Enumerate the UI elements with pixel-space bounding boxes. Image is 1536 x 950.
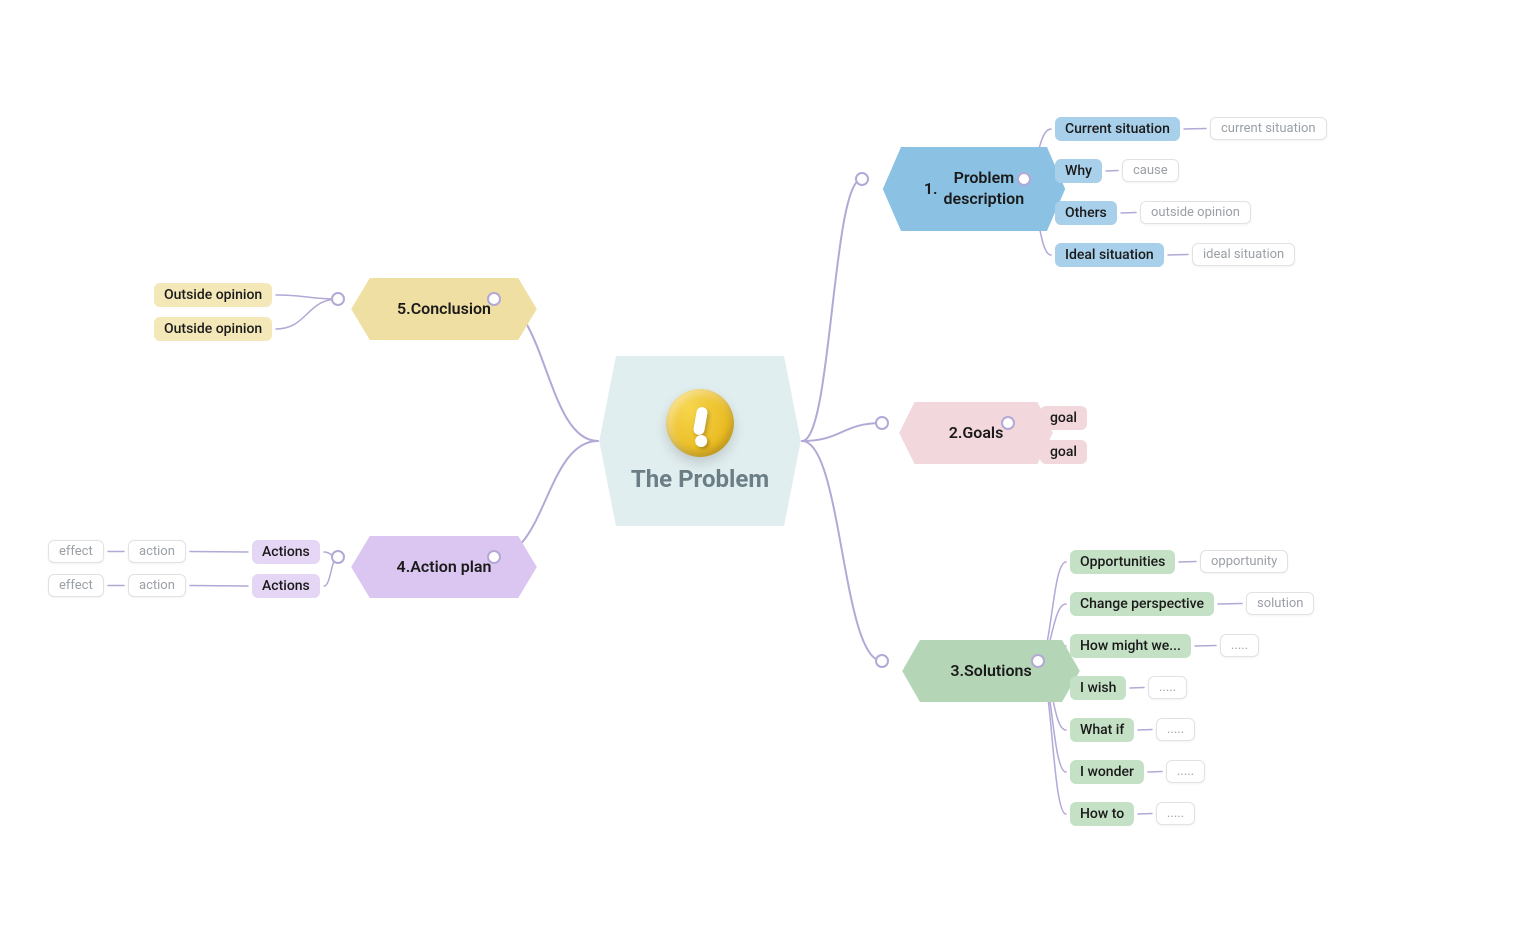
leaf-node[interactable]: cause xyxy=(1122,159,1179,182)
leaf-node[interactable]: action xyxy=(128,574,186,597)
connector-port xyxy=(1017,172,1031,186)
sub-node[interactable]: Change perspective xyxy=(1070,592,1214,616)
central-title: The Problem xyxy=(631,465,769,493)
connector-port xyxy=(487,550,501,564)
branch-number: 4. xyxy=(397,557,411,578)
branch-label: Conclusion xyxy=(411,299,491,320)
connector-port xyxy=(875,416,889,430)
sub-node[interactable]: Current situation xyxy=(1055,117,1180,141)
sub-node[interactable]: Others xyxy=(1055,201,1117,225)
branch-b1[interactable]: 1. Problem description xyxy=(860,147,1088,231)
branch-b4[interactable]: 4.Action plan xyxy=(328,536,560,598)
exclamation-icon xyxy=(666,389,734,457)
sub-node[interactable]: Opportunities xyxy=(1070,550,1175,574)
leaf-node[interactable]: ..... xyxy=(1220,634,1259,657)
sub-node[interactable]: Outside opinion xyxy=(154,283,272,307)
branch-number: 5. xyxy=(397,299,411,320)
branch-hex: 4.Action plan xyxy=(328,536,560,598)
leaf-node[interactable]: effect xyxy=(48,540,104,563)
branch-hex: 3.Solutions xyxy=(880,640,1102,702)
sub-node[interactable]: How to xyxy=(1070,802,1134,826)
leaf-node[interactable]: action xyxy=(128,540,186,563)
sub-node[interactable]: goal xyxy=(1040,406,1087,430)
sub-node[interactable]: I wish xyxy=(1070,676,1126,700)
branch-label: Action plan xyxy=(410,557,491,578)
sub-node[interactable]: I wonder xyxy=(1070,760,1144,784)
branch-hex: 1. Problem description xyxy=(860,147,1088,231)
leaf-node[interactable]: solution xyxy=(1246,592,1314,615)
sub-node[interactable]: What if xyxy=(1070,718,1134,742)
branch-label: Problem description xyxy=(944,168,1025,210)
connector-port xyxy=(1001,416,1015,430)
branch-hex: 5.Conclusion xyxy=(328,278,560,340)
central-hex: The Problem xyxy=(580,356,820,526)
branch-number: 3. xyxy=(950,661,964,682)
sub-node[interactable]: Actions xyxy=(252,574,320,598)
connector-port xyxy=(331,292,345,306)
sub-node[interactable]: Why xyxy=(1055,159,1102,183)
leaf-node[interactable]: effect xyxy=(48,574,104,597)
branch-number: 2. xyxy=(949,423,963,444)
connector-port xyxy=(875,654,889,668)
leaf-node[interactable]: ..... xyxy=(1166,760,1205,783)
sub-node[interactable]: Ideal situation xyxy=(1055,243,1164,267)
leaf-node[interactable]: ..... xyxy=(1156,802,1195,825)
branch-label: Goals xyxy=(962,423,1003,444)
connector-port xyxy=(331,550,345,564)
leaf-node[interactable]: current situation xyxy=(1210,117,1327,140)
sub-node[interactable]: goal xyxy=(1040,440,1087,464)
sub-node[interactable]: Actions xyxy=(252,540,320,564)
central-node[interactable]: The Problem xyxy=(580,356,820,526)
sub-node[interactable]: Outside opinion xyxy=(154,317,272,341)
leaf-node[interactable]: ideal situation xyxy=(1192,243,1295,266)
connector-port xyxy=(855,172,869,186)
branch-b5[interactable]: 5.Conclusion xyxy=(328,278,560,340)
branch-b3[interactable]: 3.Solutions xyxy=(880,640,1102,702)
sub-node[interactable]: How might we... xyxy=(1070,634,1191,658)
leaf-node[interactable]: outside opinion xyxy=(1140,201,1251,224)
leaf-node[interactable]: opportunity xyxy=(1200,550,1288,573)
branch-number: 1. xyxy=(924,179,938,200)
leaf-node[interactable]: ..... xyxy=(1148,676,1187,699)
connector-port xyxy=(1031,654,1045,668)
connector-port xyxy=(487,292,501,306)
branch-label: Solutions xyxy=(964,661,1032,682)
leaf-node[interactable]: ..... xyxy=(1156,718,1195,741)
